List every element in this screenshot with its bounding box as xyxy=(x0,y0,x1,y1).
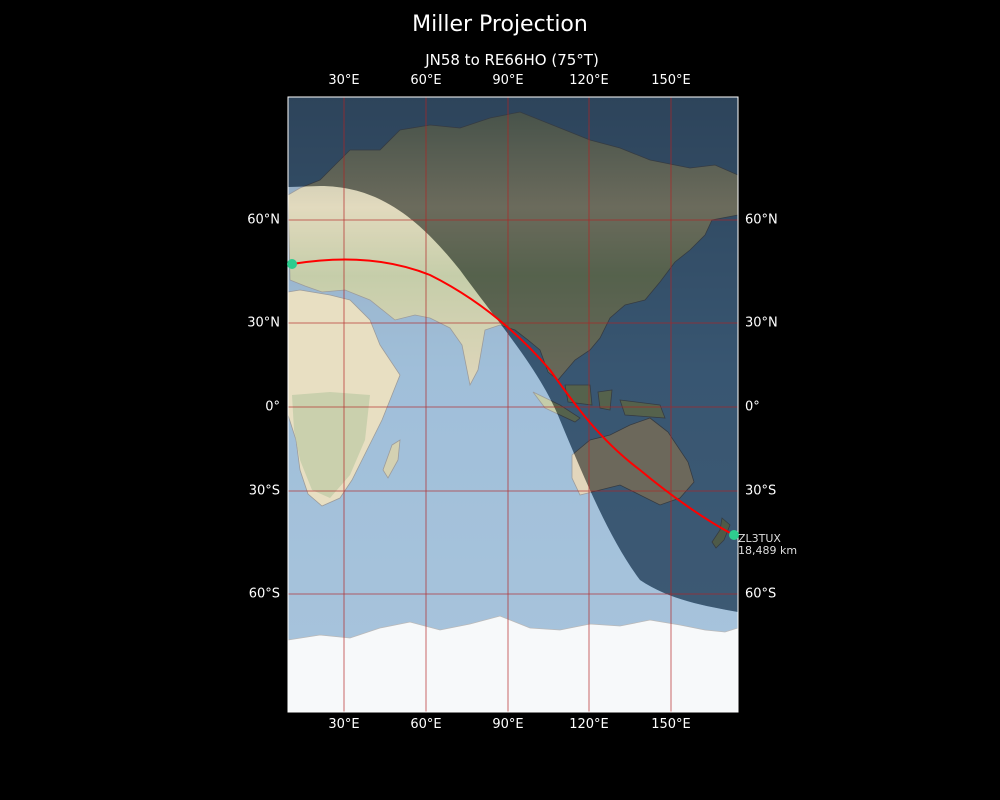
lon-tick-bottom-150e: 150°E xyxy=(651,717,691,732)
lat-tick-left-0: 0° xyxy=(265,400,280,415)
lat-tick-right-60n: 60°N xyxy=(745,213,778,228)
end-distance-label: 18,489 km xyxy=(738,544,797,557)
lat-tick-right-0: 0° xyxy=(745,400,760,415)
start-marker[interactable] xyxy=(287,259,297,269)
lon-tick-top-150e: 150°E xyxy=(651,73,691,88)
lat-tick-right-30s: 30°S xyxy=(745,484,776,499)
lat-tick-left-60s: 60°S xyxy=(249,587,280,602)
lat-tick-left-30s: 30°S xyxy=(249,484,280,499)
lon-tick-bottom-30e: 30°E xyxy=(328,717,359,732)
lon-tick-top-120e: 120°E xyxy=(569,73,609,88)
lat-tick-left-60n: 60°N xyxy=(247,213,280,228)
lon-tick-top-30e: 30°E xyxy=(328,73,359,88)
lat-tick-left-30n: 30°N xyxy=(247,316,280,331)
lon-tick-top-60e: 60°E xyxy=(410,73,441,88)
lon-tick-bottom-120e: 120°E xyxy=(569,717,609,732)
lat-tick-right-30n: 30°N xyxy=(745,316,778,331)
lon-tick-bottom-90e: 90°E xyxy=(492,717,523,732)
lon-tick-bottom-60e: 60°E xyxy=(410,717,441,732)
lon-tick-top-90e: 90°E xyxy=(492,73,523,88)
lat-tick-right-60s: 60°S xyxy=(745,587,776,602)
